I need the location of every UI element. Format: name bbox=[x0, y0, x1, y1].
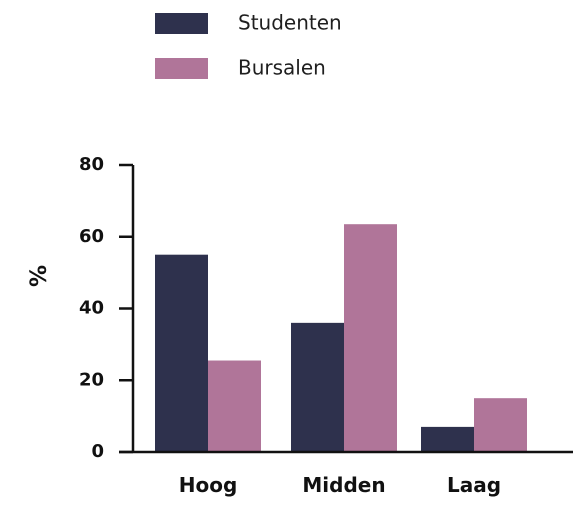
x-tick-label: Laag bbox=[447, 473, 501, 497]
bars bbox=[155, 224, 527, 452]
bar-studenten-laag bbox=[421, 426, 474, 452]
y-tick-label: 80 bbox=[79, 154, 104, 175]
y-tick-label: 0 bbox=[91, 441, 104, 462]
x-tick-label: Midden bbox=[302, 473, 385, 497]
y-ticks: 0 20 40 60 80 bbox=[79, 154, 133, 462]
x-tick-labels: Hoog Midden Laag bbox=[179, 473, 501, 497]
bar-bursalen-midden bbox=[344, 224, 397, 452]
y-tick-label: 20 bbox=[79, 369, 104, 390]
y-axis-title: % bbox=[27, 265, 52, 287]
bar-bursalen-hoog bbox=[208, 360, 261, 452]
x-tick-label: Hoog bbox=[179, 473, 238, 497]
bar-studenten-midden bbox=[291, 322, 344, 452]
legend-swatch-2 bbox=[155, 58, 208, 79]
bar-studenten-hoog bbox=[155, 254, 208, 452]
y-tick-label: 40 bbox=[79, 298, 104, 319]
bar-bursalen-laag bbox=[474, 398, 527, 452]
legend-label-2: Bursalen bbox=[238, 56, 326, 80]
legend: Studenten Bursalen bbox=[155, 11, 342, 80]
legend-swatch-1 bbox=[155, 13, 208, 34]
legend-label-1: Studenten bbox=[238, 11, 342, 35]
y-tick-label: 60 bbox=[79, 226, 104, 247]
